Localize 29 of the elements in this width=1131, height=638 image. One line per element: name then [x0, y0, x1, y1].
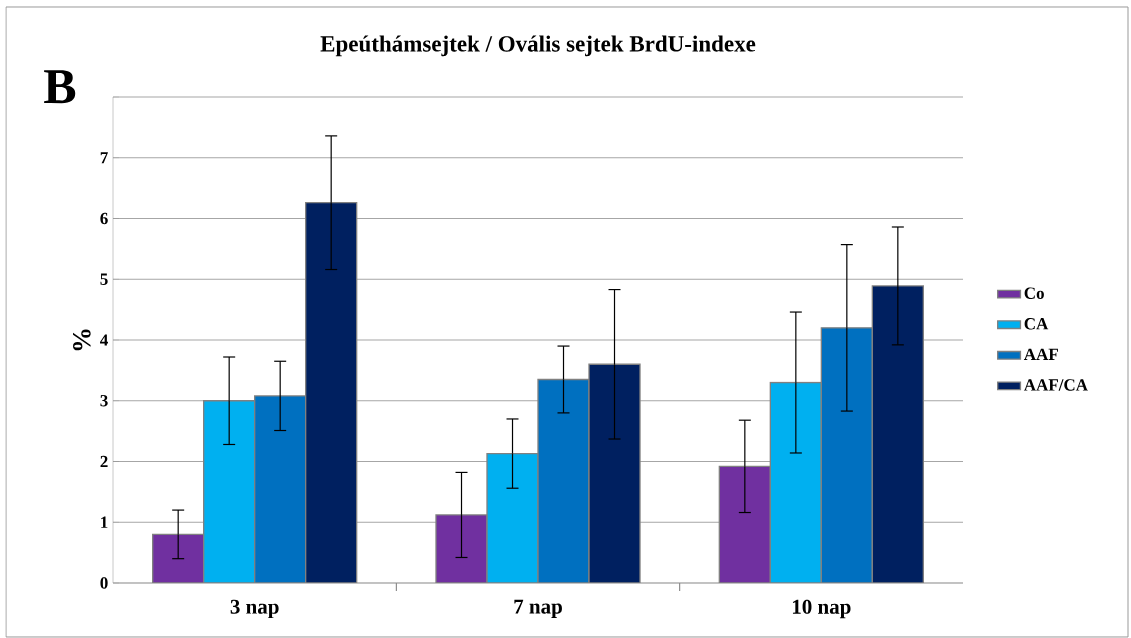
bar: [588, 363, 641, 583]
bar: [203, 400, 256, 583]
chart-title: Epeúthámsejtek / Ovális sejtek BrdU-indexe: [320, 35, 756, 57]
bar: [254, 395, 307, 583]
y-tick-label: 0: [100, 577, 108, 589]
text: B: [44, 70, 76, 104]
y-tick-label: 3: [100, 395, 108, 407]
bar: [152, 533, 205, 583]
y-tick-label: 1: [101, 516, 108, 528]
x-tick-label: 10 nap: [792, 599, 851, 619]
y-tick-label: 4: [100, 334, 108, 346]
bar: [769, 381, 823, 583]
legend-label: AAF: [1023, 348, 1058, 360]
y-tick-label: 6: [100, 212, 108, 225]
bar: [486, 452, 539, 583]
bar: [718, 465, 772, 583]
bar: [871, 285, 925, 583]
bar: [305, 202, 358, 583]
legend-label: CA: [1024, 318, 1049, 330]
bar: [820, 327, 874, 583]
x-tick-label: 7 nap: [514, 599, 562, 618]
y-tick-label: 2: [100, 455, 108, 468]
x-tick-label: 3 nap: [230, 599, 279, 619]
y-tick-label: 5: [100, 273, 108, 285]
y-tick-label: 7: [100, 152, 108, 164]
legend-label: AAF/CA: [1023, 379, 1088, 391]
legend-label: Co: [1024, 287, 1044, 299]
y-axis-title: %: [73, 329, 91, 351]
bar: [537, 378, 590, 583]
